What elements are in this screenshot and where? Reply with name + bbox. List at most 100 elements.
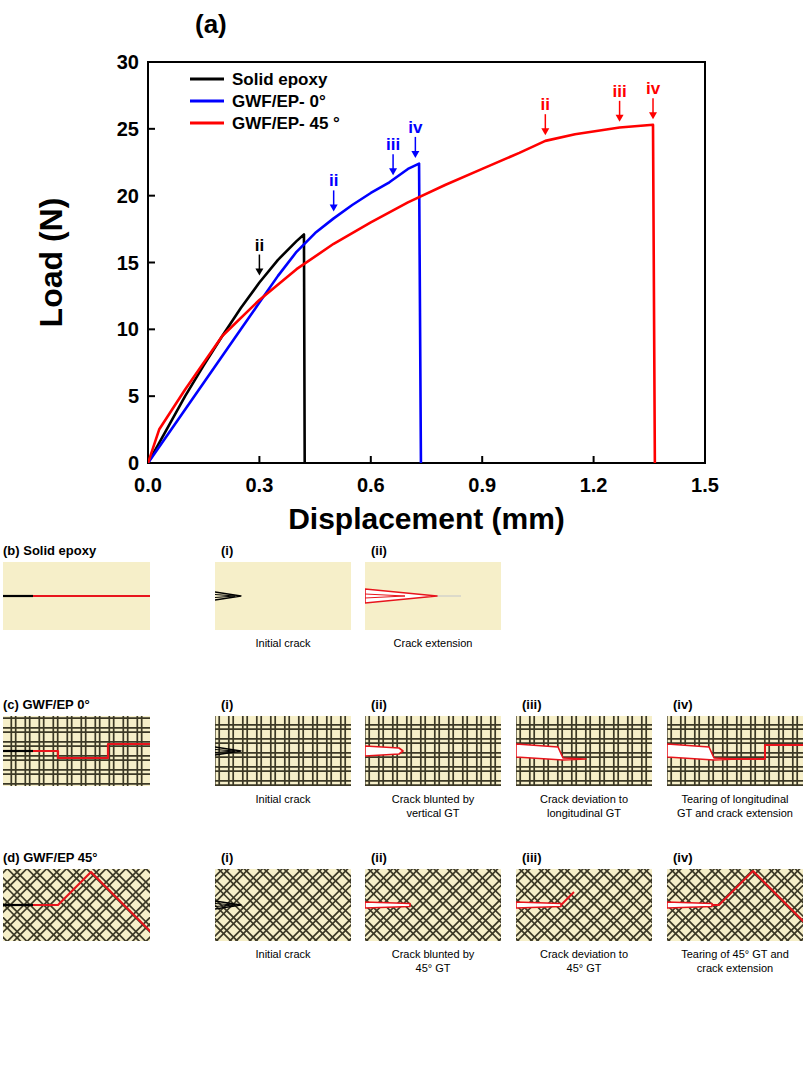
gt-strand (398, 870, 501, 941)
gt-strand (516, 869, 626, 941)
gt-strand (516, 892, 597, 941)
gt-strand (667, 869, 803, 941)
initial-crack (3, 595, 33, 597)
gt-strand (768, 716, 770, 786)
initial-crack (215, 904, 235, 907)
schematic-box (667, 716, 803, 786)
gt-strand (448, 716, 450, 786)
gt-strand (558, 879, 652, 941)
gt-strand (585, 716, 587, 786)
gt-grid (215, 716, 351, 786)
y-tick-label: 30 (117, 51, 139, 73)
annotation-arrow (255, 255, 263, 276)
x-tick-label: 1.5 (691, 474, 719, 496)
gt-strand (215, 869, 351, 941)
schematic-box (365, 869, 501, 941)
gt-strand (238, 869, 351, 941)
step-caption: vertical GT (406, 807, 459, 819)
annotation-arrow (411, 137, 419, 158)
gt-strand (288, 716, 290, 786)
gt-strand (411, 883, 501, 941)
matrix (365, 562, 501, 630)
schematic-box (365, 562, 501, 630)
x-axis-title: Displacement (mm) (288, 502, 565, 535)
gt-strand (480, 716, 482, 786)
arrow-head (541, 128, 549, 135)
gt-strand (277, 899, 351, 941)
gt-strand (66, 716, 68, 786)
gt-strand (406, 716, 408, 786)
x-tick (704, 456, 706, 463)
step-caption: GT and crack extension (677, 807, 793, 819)
step-caption: Crack deviation to (540, 793, 628, 805)
gt-strand (340, 716, 342, 786)
schematic-box (3, 869, 150, 941)
gt-grid (667, 716, 803, 786)
x-tick (481, 456, 483, 463)
gt-strand (215, 869, 345, 941)
step-caption: Initial crack (255, 793, 311, 805)
gt-strand (462, 716, 464, 786)
gt-strand (3, 884, 98, 941)
step-caption: Initial crack (255, 637, 311, 649)
gt-strand (667, 869, 803, 941)
gt-strand (516, 870, 619, 941)
gt-strand (3, 894, 88, 941)
gt-strand (722, 716, 724, 786)
crack-opening (365, 594, 405, 598)
initial-crack (215, 592, 241, 600)
gt-strand (700, 870, 803, 941)
gt-strand (736, 716, 738, 786)
gt-strand (365, 879, 459, 941)
gt-strand (566, 869, 652, 923)
gt-strand (641, 716, 643, 786)
step-caption: 45° GT (416, 962, 451, 974)
gt-strand (365, 869, 451, 923)
gt-strand (267, 889, 351, 941)
gt-strand (122, 716, 124, 786)
step-caption: Crack deviation to (540, 948, 628, 960)
x-tick-label: 0.3 (245, 474, 273, 496)
annotation-label: iv (408, 118, 423, 137)
series-line (148, 164, 421, 463)
schematic-box (215, 716, 351, 786)
gt-grid (667, 869, 803, 941)
gt-strand (782, 716, 784, 786)
gt-strand (270, 716, 272, 786)
gt-strand (228, 869, 351, 941)
gt-strand (516, 869, 636, 941)
y-tick-label: 15 (117, 252, 139, 274)
annotation-arrow (330, 190, 338, 211)
step-label: (ii) (371, 697, 387, 712)
annotation-label: iii (386, 135, 400, 154)
gt-strand (113, 716, 115, 786)
panel-title: (b) Solid epoxy (3, 543, 97, 558)
gt-strand (424, 716, 426, 786)
gt-strand (516, 902, 587, 941)
annotation-arrow (541, 114, 549, 135)
y-tick (148, 328, 155, 330)
gt-strand (58, 887, 150, 941)
gt-strand (709, 879, 803, 941)
gt-strand (215, 883, 305, 941)
gt-strand (284, 716, 286, 786)
gt-strand (248, 870, 351, 941)
gt-strand (246, 716, 248, 786)
panel-title: (c) GWF/EP 0° (3, 697, 90, 712)
gt-strand (3, 869, 134, 941)
y-tick (148, 262, 155, 264)
step-label: (iii) (522, 697, 542, 712)
schematic-box (3, 716, 150, 786)
gt-strand (490, 716, 492, 786)
gt-strand (516, 889, 600, 941)
y-tick (148, 395, 155, 397)
step-caption: crack extension (697, 962, 773, 974)
gt-strand (778, 716, 780, 786)
step-caption: Crack extension (394, 637, 473, 649)
gt-strand (365, 870, 468, 941)
annotation-arrow (616, 101, 624, 122)
gt-strand (3, 869, 150, 941)
matrix (215, 562, 351, 630)
annotation-arrow (649, 98, 657, 119)
crack-path (33, 744, 150, 758)
